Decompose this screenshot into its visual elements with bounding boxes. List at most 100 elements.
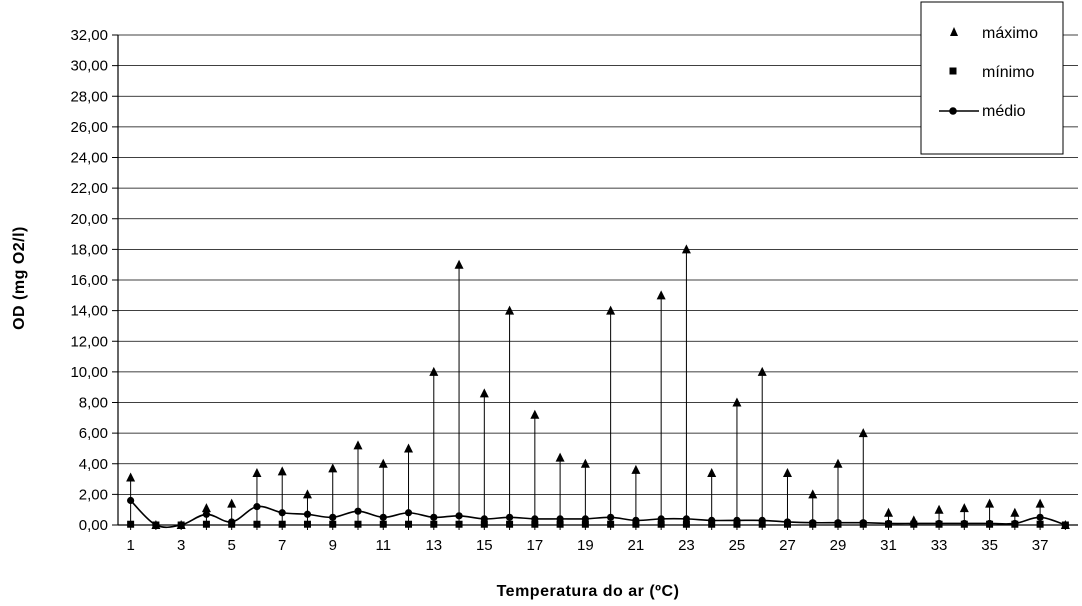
x-axis-ticks: 1 3 5 7 9 11 13 15 17 19 21 23 25 27 29 31 33 35 37 — [126, 525, 1066, 554]
min-point — [228, 520, 236, 528]
x-tick-label: 35 — [981, 537, 998, 554]
max-point — [555, 452, 565, 462]
max-point — [631, 464, 641, 474]
x-tick-label: 29 — [830, 537, 847, 554]
min-point — [303, 520, 311, 528]
min-point — [480, 520, 488, 528]
mean-point — [455, 512, 463, 520]
max-point — [757, 366, 767, 376]
mean-point — [329, 513, 337, 521]
min-point — [202, 520, 210, 528]
mean-point — [303, 510, 312, 518]
mean-series-line — [130, 499, 1066, 529]
max-point — [353, 440, 363, 450]
max-point — [454, 259, 464, 269]
max-point — [707, 467, 717, 477]
max-point — [328, 463, 338, 473]
x-tick-label: 13 — [425, 537, 442, 554]
max-point — [277, 466, 287, 476]
x-tick-label: 19 — [577, 537, 594, 554]
mean-point — [531, 515, 539, 523]
y-tick-label: 12,00 — [70, 333, 108, 350]
legend-box — [920, 1, 1064, 155]
min-point — [581, 520, 589, 528]
y-tick-label: 18,00 — [70, 241, 108, 258]
x-tick-label: 25 — [729, 537, 746, 554]
min-point — [708, 520, 716, 528]
max-point — [429, 366, 439, 376]
min-point — [455, 520, 463, 528]
min-point — [354, 520, 362, 528]
x-tick-label: 27 — [779, 537, 796, 554]
x-tick-label: 15 — [476, 537, 493, 554]
mean-point — [682, 515, 691, 523]
min-point — [885, 520, 893, 528]
mean-point — [278, 509, 286, 517]
mean-point — [404, 509, 413, 517]
min-point — [506, 520, 514, 528]
max-point — [580, 458, 590, 468]
y-tick-label: 28,00 — [70, 88, 108, 105]
mean-point — [127, 496, 135, 505]
max-point — [732, 397, 742, 407]
max-point — [959, 503, 969, 513]
y-tick-label: 22,00 — [70, 180, 108, 197]
y-axis-title: OD (mg O2/l) — [11, 226, 28, 330]
max-point — [934, 504, 944, 514]
legend-max-marker — [950, 27, 958, 36]
min-point — [607, 520, 615, 528]
mean-point — [607, 513, 615, 521]
min-point — [379, 520, 387, 528]
y-tick-label: 16,00 — [70, 272, 108, 289]
x-tick-label: 17 — [526, 537, 543, 554]
x-tick-label: 5 — [228, 537, 236, 554]
max-point — [833, 458, 843, 468]
x-tick-label: 23 — [678, 537, 695, 554]
min-point — [682, 520, 690, 528]
min-point — [809, 520, 817, 528]
min-point — [960, 520, 968, 528]
min-point — [859, 520, 867, 528]
y-tick-label: 20,00 — [70, 211, 108, 228]
mean-point — [556, 515, 564, 523]
mean-point — [505, 513, 514, 521]
mean-point — [480, 515, 488, 523]
mean-point — [202, 510, 211, 518]
max-series — [126, 244, 1070, 529]
max-point — [884, 507, 894, 517]
max-point — [530, 409, 540, 419]
max-point — [782, 467, 792, 477]
x-tick-label: 21 — [628, 537, 645, 554]
max-point — [404, 443, 414, 453]
y-tick-label: 24,00 — [70, 150, 108, 167]
x-tick-label: 31 — [880, 537, 897, 554]
y-tick-label: 8,00 — [79, 395, 108, 412]
min-point — [556, 520, 564, 528]
y-tick-label: 10,00 — [70, 364, 108, 381]
min-point — [1011, 520, 1019, 528]
legend-min-label: mínimo — [982, 64, 1035, 81]
x-tick-label: 1 — [126, 537, 134, 554]
y-tick-label: 2,00 — [79, 486, 108, 503]
legend-min-marker — [949, 67, 957, 75]
max-point — [808, 489, 818, 499]
max-point — [505, 305, 515, 315]
y-tick-label: 6,00 — [79, 425, 108, 442]
min-point — [986, 520, 994, 528]
max-point — [227, 498, 237, 508]
mean-point — [581, 515, 589, 523]
min-point — [405, 520, 413, 528]
y-tick-label: 0,00 — [79, 517, 108, 534]
y-tick-label: 32,00 — [70, 27, 108, 44]
legend-max-label: máximo — [982, 25, 1038, 42]
max-point — [606, 305, 616, 315]
max-point — [302, 489, 312, 499]
min-point — [910, 520, 918, 528]
axes — [117, 35, 1078, 526]
min-point — [657, 520, 665, 528]
y-axis-ticks: 0,00 2,00 4,00 6,00 8,00 10,00 12,00 14,00 16,00… — [70, 27, 118, 534]
min-point — [253, 520, 261, 528]
legend-mean-marker — [949, 107, 957, 115]
max-point — [252, 467, 262, 477]
